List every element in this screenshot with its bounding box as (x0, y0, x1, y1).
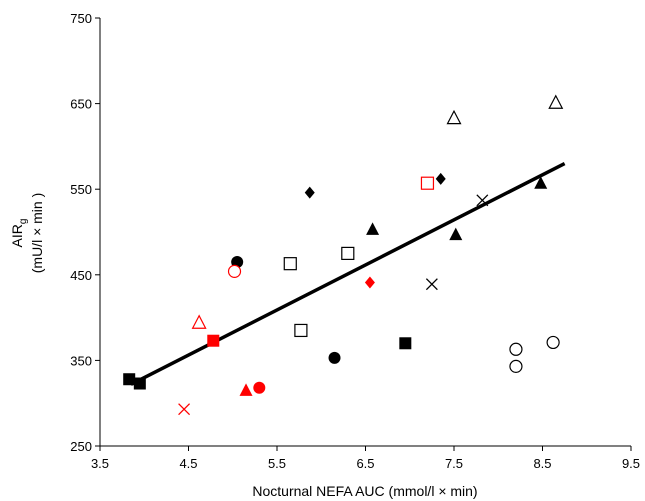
data-point-triangle-open (446, 109, 462, 125)
regression-line (130, 161, 566, 386)
data-point-circle (253, 381, 266, 394)
data-point-square (207, 334, 220, 347)
y-axis-units: (mU/l × min ) (29, 193, 45, 274)
x-tick-label: 3.5 (91, 456, 109, 471)
y-tick-label: 350 (70, 353, 92, 368)
data-point-square (133, 377, 146, 390)
data-point-triangle (239, 383, 253, 396)
data-point-square (399, 337, 412, 350)
data-point-circle-open (227, 264, 242, 278)
data-point-triangle (366, 222, 380, 235)
data-point-triangle-open (191, 314, 207, 329)
x-axis-label: Nocturnal NEFA AUC (mmol/l × min) (252, 483, 477, 499)
data-point-square (123, 373, 136, 386)
cross-stroke (178, 403, 191, 416)
x-tick-label: 5.5 (268, 456, 286, 471)
y-axis-label-subscript: g (18, 219, 29, 225)
tick-labels: 3.5 4.5 5.5 6.5 7.5 8.5 9.5 250 350 450 550 650 750 (70, 11, 640, 471)
axes (99, 18, 631, 447)
data-points (123, 94, 564, 416)
data-point-cross (476, 194, 489, 207)
data-point-square-open (420, 176, 435, 190)
data-point-triangle-open (548, 94, 564, 109)
data-point-circle-open (546, 335, 560, 350)
x-tick-label: 8.5 (533, 456, 551, 471)
y-tick-label: 250 (70, 439, 92, 454)
cross-stroke (425, 278, 438, 291)
data-point-circle (328, 351, 341, 364)
data-point-square-open (294, 323, 308, 338)
data-point-cross (425, 278, 438, 291)
x-tick-label: 4.5 (179, 456, 197, 471)
y-tick-label: 550 (70, 182, 92, 197)
data-point-diamond (304, 186, 315, 199)
y-axis-label-main: AIR (9, 224, 25, 247)
data-point-circle-open (509, 342, 523, 356)
y-tick-label: 650 (70, 97, 92, 112)
ticks (95, 17, 632, 451)
x-tick-label: 6.5 (356, 456, 374, 471)
x-tick-label: 7.5 (445, 456, 463, 471)
data-point-square-open (283, 257, 297, 271)
x-tick-label: 9.5 (622, 456, 640, 471)
y-axis-label: AIRg (9, 219, 29, 248)
data-point-circle-open (509, 359, 523, 373)
data-point-diamond (435, 172, 446, 185)
cross-stroke (476, 194, 489, 207)
y-tick-label: 750 (70, 11, 92, 26)
data-point-triangle (449, 227, 463, 241)
y-tick-label: 450 (70, 268, 92, 283)
data-point-cross (178, 403, 191, 416)
regression-line-group (130, 161, 566, 386)
data-point-diamond (364, 276, 375, 289)
data-point-square-open (341, 246, 355, 260)
data-point-triangle (534, 176, 548, 189)
